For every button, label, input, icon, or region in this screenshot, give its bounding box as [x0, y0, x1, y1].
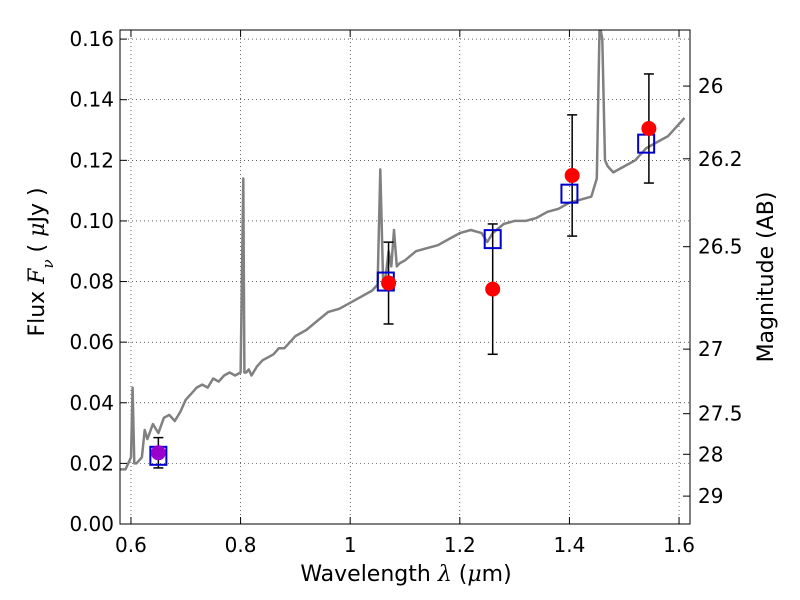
y-axis-label-suffix: Jy )	[25, 187, 50, 224]
model-square-marker	[483, 229, 502, 250]
observed-point	[641, 120, 657, 136]
x-axis-label-symbol: λ	[437, 562, 452, 587]
right-tick-label: 29	[698, 484, 723, 508]
right-tick-label: 28	[698, 442, 723, 466]
x-axis-label-mu: μ	[467, 562, 481, 587]
y-tick-label: 0.16	[69, 27, 114, 51]
model-layer	[149, 133, 656, 466]
y-tick-label: 0.02	[69, 451, 114, 475]
y-tick-label: 0.06	[69, 330, 114, 354]
right-tick-label: 27	[698, 337, 723, 361]
observed-point	[485, 281, 501, 297]
model-square-marker	[560, 183, 579, 204]
y-axis-label-symbol: F	[25, 268, 50, 285]
x-tick-label: 0.8	[225, 533, 257, 557]
x-tick-label: 1	[344, 533, 357, 557]
x-axis-label: Wavelength λ (μm)	[300, 562, 511, 587]
x-axis-label-middle: (	[452, 562, 468, 587]
x-tick-label: 1.6	[663, 533, 695, 557]
y-axis-label: Flux Fν ( μJy )	[25, 187, 57, 336]
ticks-layer: 0.6 0.8 1 1.2 1.4 1.6 0.00 0.02 0.04 0.06 0.08 0.10…	[69, 27, 742, 557]
y-axis-label-mu: μ	[25, 223, 50, 237]
right-tick-label: 26.2	[698, 147, 743, 171]
right-tick-label: 26	[698, 74, 723, 98]
y-tick-label: 0.12	[69, 148, 114, 172]
right-tick-label: 27.5	[698, 402, 743, 426]
errorbar-layer	[153, 73, 654, 469]
observed-layer	[150, 120, 657, 461]
observed-point	[381, 275, 397, 291]
y-axis-label-prefix: Flux	[25, 284, 50, 337]
right-tick-label: 26.5	[698, 235, 743, 259]
y-tick-label: 0.14	[69, 88, 114, 112]
observed-point	[150, 445, 166, 461]
x-axis-label-suffix: m)	[482, 562, 512, 587]
y-tick-label: 0.10	[69, 209, 114, 233]
y-axis-label-middle: (	[25, 237, 50, 260]
plot-frame	[119, 29, 691, 525]
y-axis-label-subscript: ν	[39, 259, 57, 268]
y-tick-label: 0.08	[69, 270, 114, 294]
x-tick-label: 1.4	[554, 533, 586, 557]
right-axis-label: Magnitude (AB)	[754, 192, 779, 363]
x-tick-label: 0.6	[115, 533, 147, 557]
x-axis-label-prefix: Wavelength	[300, 562, 438, 587]
observed-point	[564, 167, 580, 183]
x-tick-label: 1.2	[444, 533, 476, 557]
y-tick-label: 0.04	[69, 391, 114, 415]
y-tick-label: 0.00	[69, 512, 114, 536]
